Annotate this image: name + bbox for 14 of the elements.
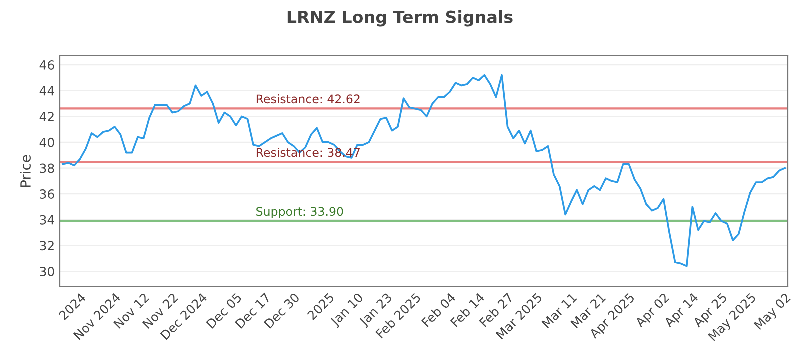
y-tick-label: 46	[40, 60, 54, 70]
y-tick-label: 42	[40, 112, 54, 122]
y-axis-title: Price	[20, 155, 31, 188]
ref-line-label: Resistance: 42.62	[256, 94, 360, 104]
line-series	[62, 74, 786, 268]
y-tick-label: 36	[40, 190, 54, 200]
y-tick-label: 44	[40, 86, 54, 96]
y-tick-label: 34	[40, 215, 54, 225]
y-tick-label: 40	[40, 138, 54, 148]
ref-line-label: Support: 33.90	[256, 207, 344, 218]
y-tick-label: 32	[40, 241, 54, 251]
chart-title: LRNZ Long Term Signals	[288, 10, 513, 27]
y-tick-label: 38	[40, 164, 54, 174]
y-tick-label: 30	[40, 266, 54, 276]
